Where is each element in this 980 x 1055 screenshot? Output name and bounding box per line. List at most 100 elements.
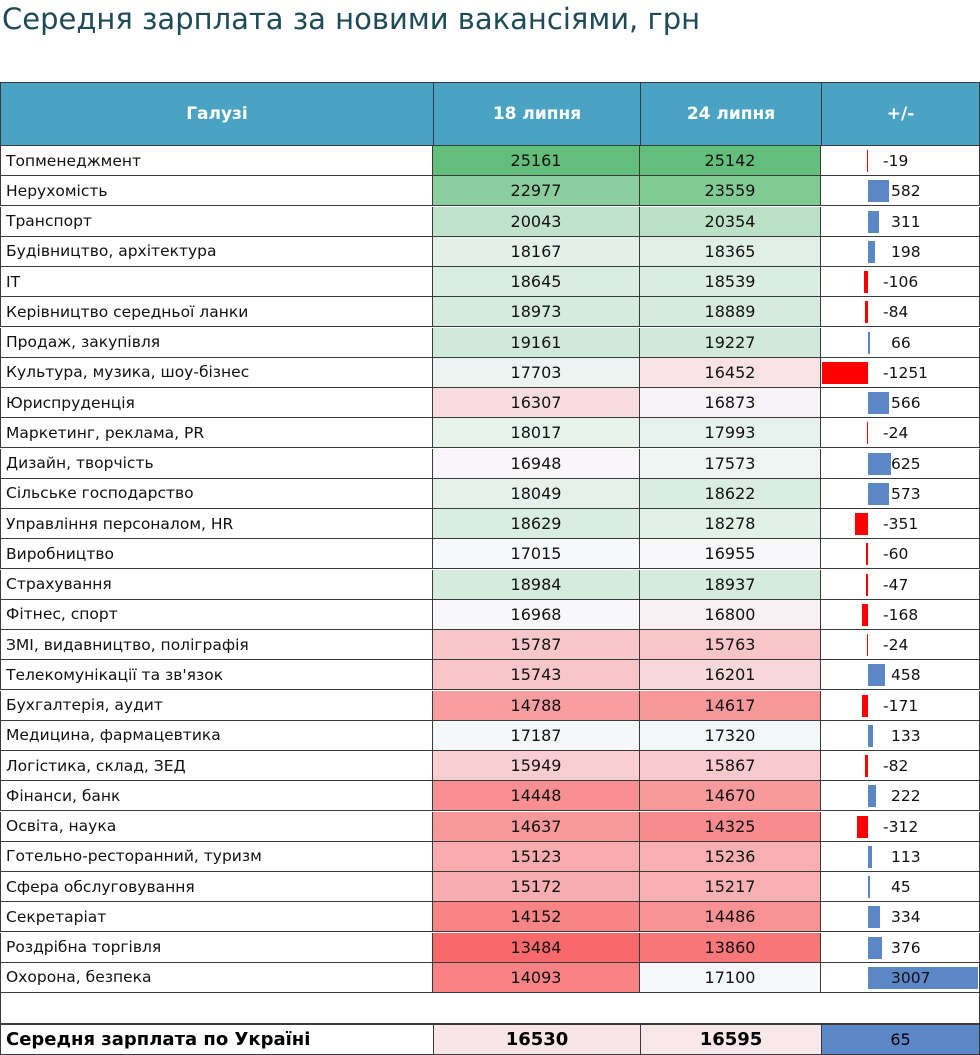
- diff-cell: -168: [821, 599, 980, 630]
- diff-value: -1251: [883, 363, 929, 382]
- industry-name: Секретаріат: [0, 902, 433, 933]
- table-row: Маркетинг, реклама, PR 18017 17993 -24: [0, 418, 980, 449]
- diff-cell: -60: [821, 539, 980, 570]
- table-row: Транспорт 20043 20354 311: [0, 206, 980, 237]
- diff-bar-negative: [866, 573, 868, 596]
- diff-bar-positive: [868, 240, 876, 263]
- value-18-july: 15743: [433, 660, 640, 691]
- value-18-july: 15172: [433, 872, 640, 902]
- value-18-july: 18984: [433, 569, 640, 600]
- industry-name: Сільське господарство: [0, 478, 433, 509]
- value-18-july: 14152: [433, 902, 640, 933]
- industry-name: Виробництво: [0, 539, 433, 570]
- value-18-july: 13484: [433, 932, 640, 963]
- value-24-july: 19227: [640, 327, 821, 358]
- value-18-july: 14637: [433, 811, 640, 842]
- value-24-july: 14670: [640, 781, 821, 812]
- diff-value: 222: [891, 787, 921, 806]
- diff-bar-positive: [868, 482, 890, 505]
- header-diff: +/-: [821, 82, 980, 146]
- value-18-july: 20043: [433, 206, 640, 237]
- value-18-july: 18629: [433, 509, 640, 539]
- industry-name: Культура, музика, шоу-бізнес: [0, 357, 433, 388]
- diff-bar-negative: [864, 301, 868, 324]
- table-row: Охорона, безпека 14093 17100 3007: [0, 962, 980, 993]
- value-24-july: 17993: [640, 418, 821, 449]
- value-18-july: 18167: [433, 236, 640, 267]
- diff-value: 113: [891, 847, 921, 866]
- value-24-july: 15217: [640, 872, 821, 902]
- diff-bar-negative: [861, 603, 868, 626]
- diff-bar-negative: [866, 422, 868, 445]
- diff-bar-positive: [868, 664, 885, 687]
- diff-bar-positive: [868, 876, 870, 898]
- diff-cell: 582: [821, 176, 980, 207]
- table-row: Страхування 18984 18937 -47: [0, 569, 980, 600]
- value-24-july: 18278: [640, 509, 821, 539]
- value-24-july: 18539: [640, 267, 821, 297]
- diff-cell: 376: [821, 932, 980, 963]
- diff-value: 66: [891, 333, 911, 352]
- industry-name: Фінанси, банк: [0, 781, 433, 812]
- value-24-july: 15763: [640, 630, 821, 660]
- average-value-2: 16595: [640, 1024, 822, 1055]
- diff-cell: -24: [821, 630, 980, 660]
- diff-cell: 113: [821, 841, 980, 872]
- industry-name: Готельно-ресторанний, туризм: [0, 841, 433, 872]
- diff-value: -312: [883, 817, 919, 836]
- industry-name: Нерухомість: [0, 176, 433, 207]
- diff-cell: -312: [821, 811, 980, 842]
- diff-bar-positive: [868, 966, 978, 989]
- diff-bar-negative: [861, 694, 868, 717]
- salary-table: Галузі 18 липня 24 липня +/- Топменеджме…: [0, 82, 980, 1055]
- industry-name: Топменеджмент: [0, 146, 433, 176]
- diff-cell: 45: [821, 872, 980, 902]
- industry-name: Керівництво середньої ланки: [0, 297, 433, 328]
- value-24-july: 17100: [640, 962, 821, 993]
- industry-name: Будівництво, архітектура: [0, 236, 433, 267]
- diff-cell: -106: [821, 267, 980, 297]
- value-18-july: 18017: [433, 418, 640, 449]
- table-row: Будівництво, архітектура 18167 18365 198: [0, 236, 980, 267]
- industry-name: Логістика, склад, ЗЕД: [0, 751, 433, 781]
- table-row: Освіта, наука 14637 14325 -312: [0, 811, 980, 842]
- diff-cell: -171: [821, 690, 980, 721]
- value-24-july: 16452: [640, 357, 821, 388]
- value-18-july: 14448: [433, 781, 640, 812]
- value-24-july: 14486: [640, 902, 821, 933]
- value-24-july: 14617: [640, 690, 821, 721]
- value-24-july: 13860: [640, 932, 821, 963]
- table-row: Управління персоналом, HR 18629 18278 -351: [0, 509, 980, 539]
- value-18-july: 14093: [433, 962, 640, 993]
- diff-value: -19: [883, 152, 909, 170]
- value-24-july: 14325: [640, 811, 821, 842]
- value-18-july: 25161: [433, 146, 640, 176]
- diff-bar-positive: [868, 210, 880, 233]
- value-24-july: 18622: [640, 478, 821, 509]
- table-row: Готельно-ресторанний, туризм 15123 15236 11…: [0, 841, 980, 872]
- diff-value: 625: [891, 454, 921, 473]
- diff-cell: -84: [821, 297, 980, 328]
- diff-value: 376: [891, 938, 921, 957]
- diff-bar-negative: [821, 361, 868, 384]
- diff-value: 566: [891, 394, 921, 412]
- table-row: Дизайн, творчість 16948 17573 625: [0, 448, 980, 479]
- value-18-july: 18973: [433, 297, 640, 328]
- diff-value: -84: [883, 303, 909, 322]
- value-24-july: 16873: [640, 388, 821, 418]
- value-24-july: 17320: [640, 720, 821, 751]
- diff-cell: -82: [821, 751, 980, 781]
- table-row: Продаж, закупівля 19161 19227 66: [0, 327, 980, 358]
- diff-value: -24: [883, 424, 909, 443]
- value-18-july: 14788: [433, 690, 640, 721]
- average-value-1: 16530: [433, 1024, 641, 1055]
- diff-bar-positive: [868, 785, 877, 808]
- diff-cell: -24: [821, 418, 980, 449]
- diff-bar-negative: [855, 513, 868, 535]
- diff-value: 198: [891, 242, 921, 261]
- industry-name: Транспорт: [0, 206, 433, 237]
- table-row: IT 18645 18539 -106: [0, 267, 980, 297]
- value-18-july: 17703: [433, 357, 640, 388]
- diff-bar-negative: [866, 150, 868, 172]
- diff-bar-positive: [868, 331, 871, 354]
